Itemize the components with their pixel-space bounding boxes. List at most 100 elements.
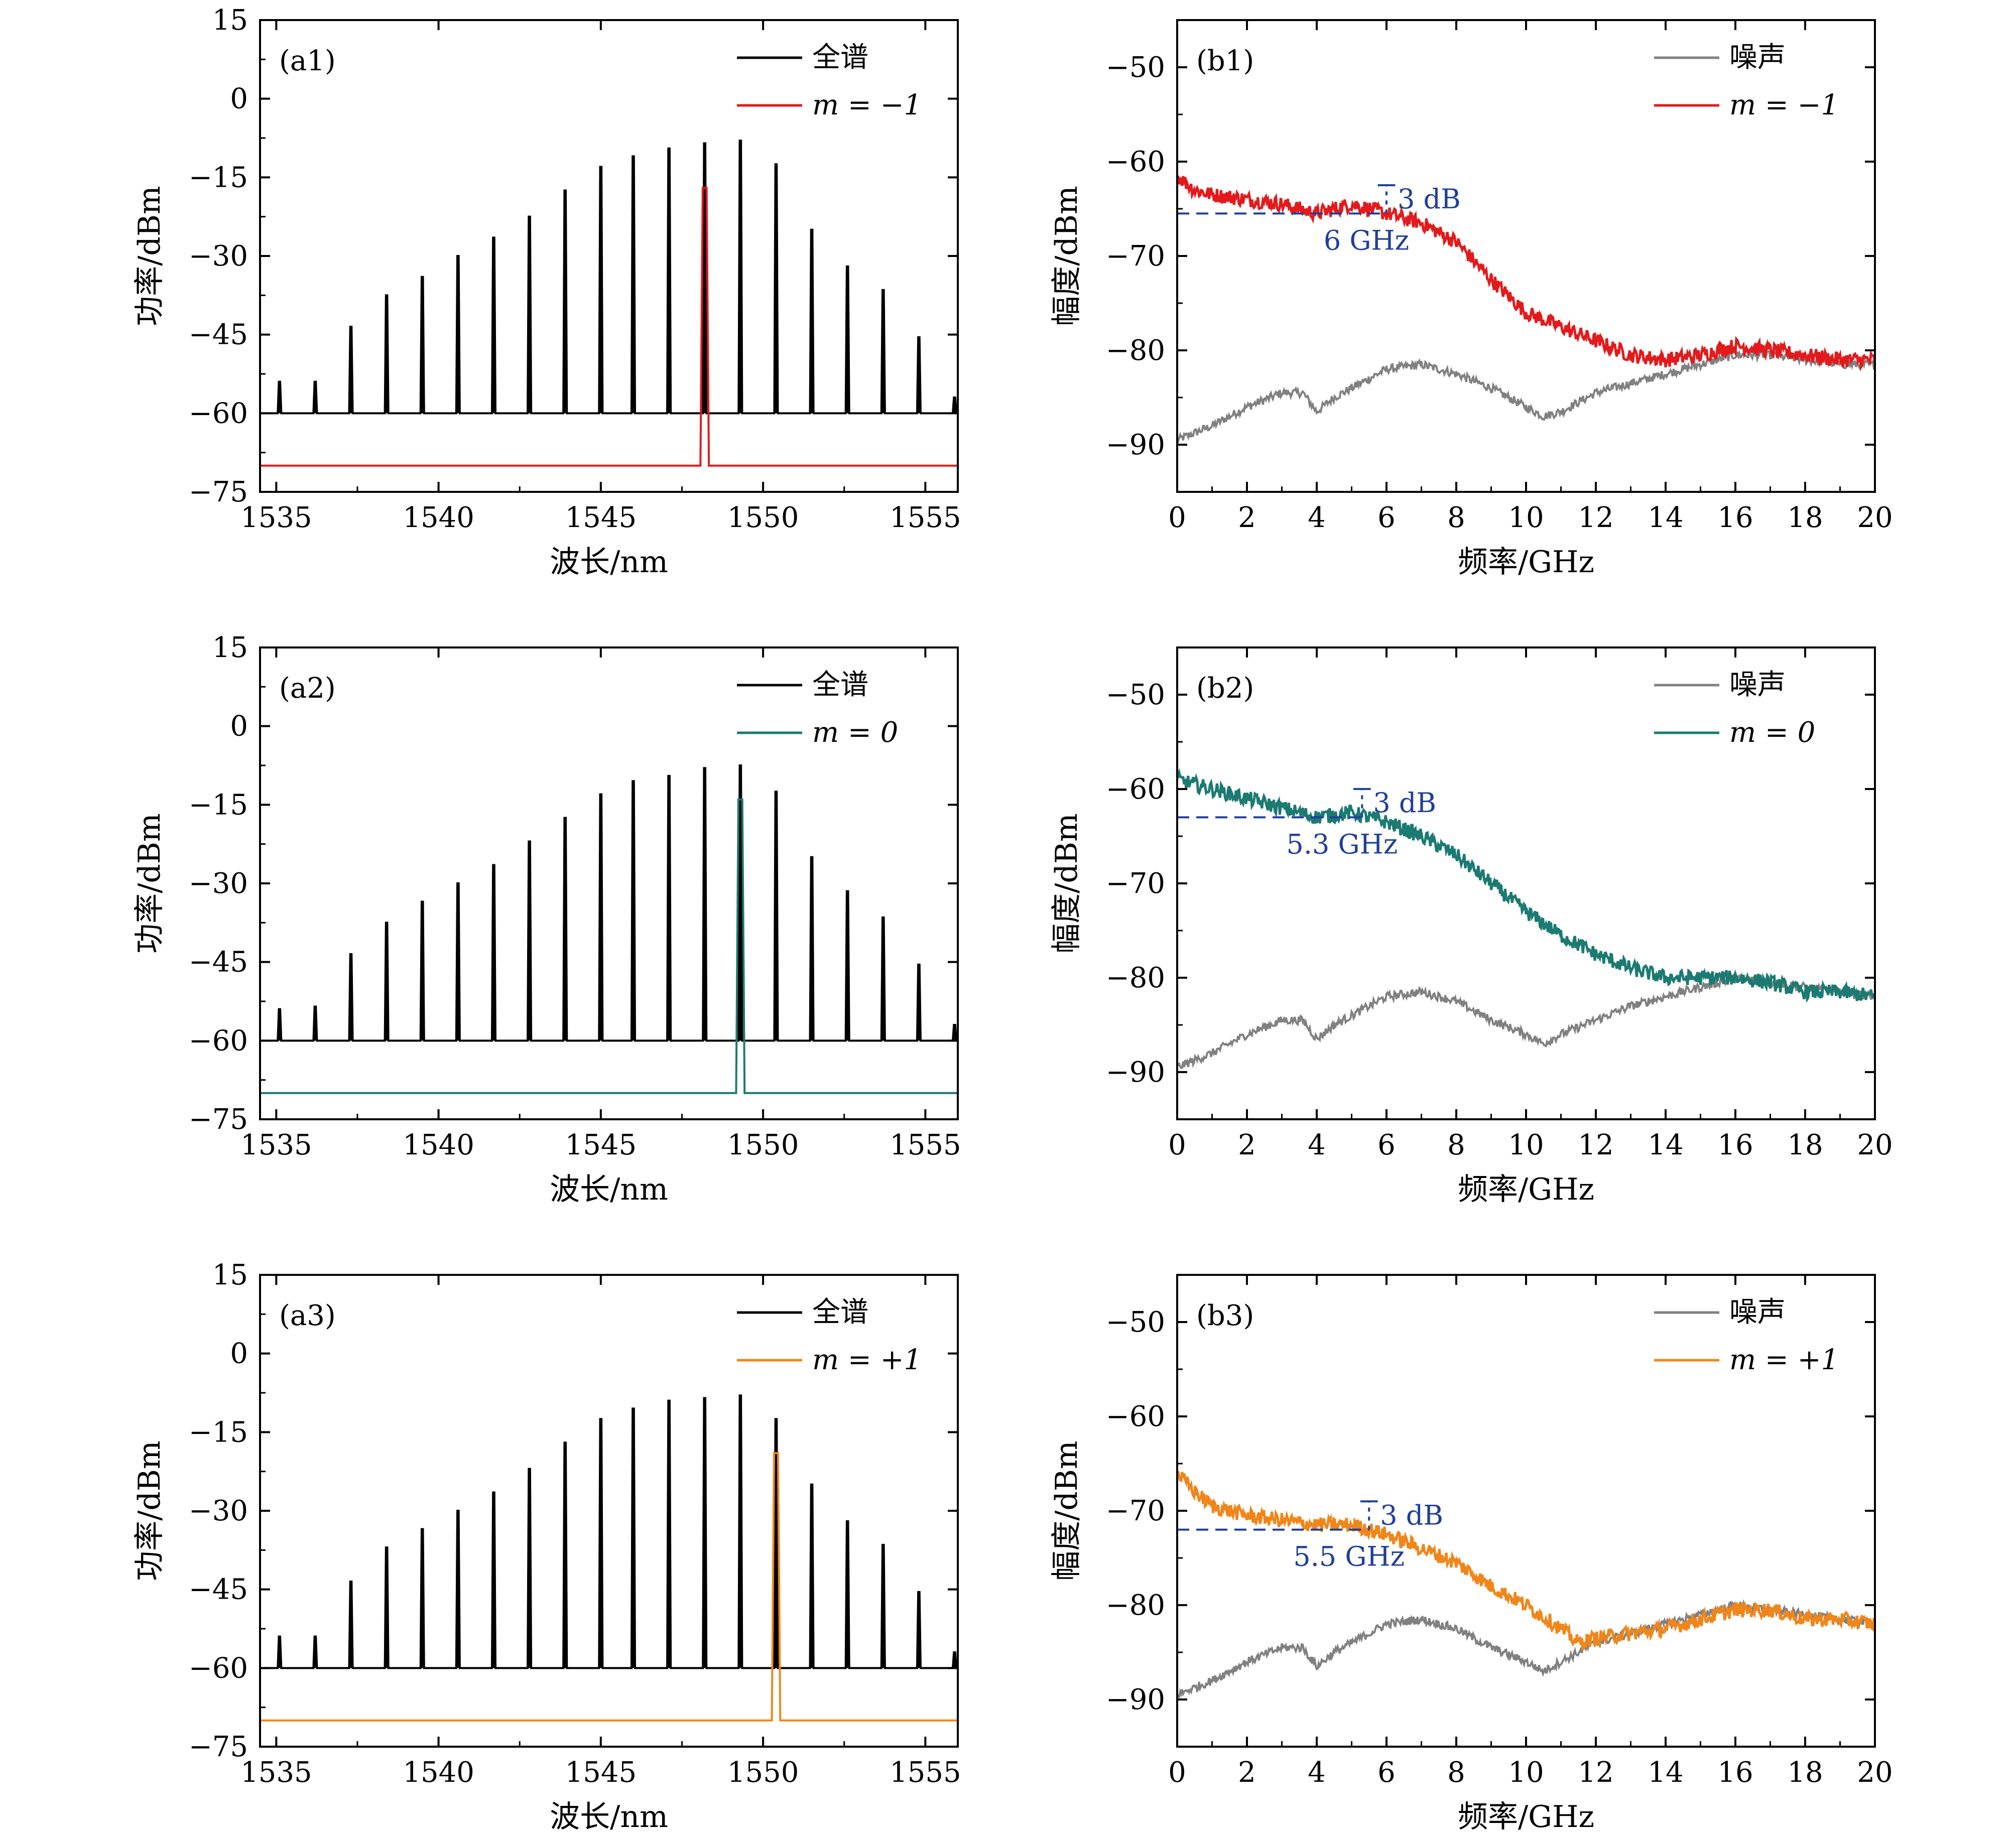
filtered-trace <box>260 798 958 1094</box>
annotation-db-label: 3 dB <box>1380 1499 1443 1531</box>
x-tick-label: 20 <box>1857 501 1893 534</box>
x-tick-label: 2 <box>1238 1129 1256 1161</box>
y-tick-label: 15 <box>212 631 248 664</box>
x-tick-label: 1555 <box>890 1756 961 1789</box>
x-axis-label: 频率/GHz <box>1458 1799 1594 1832</box>
x-tick-label: 1550 <box>727 501 799 534</box>
y-tick-label: −15 <box>189 161 248 194</box>
x-axis-label: 频率/GHz <box>1458 545 1594 580</box>
y-tick-label: −60 <box>1106 146 1165 178</box>
legend-label-1: 噪声 <box>1729 1296 1786 1329</box>
plot-area-b1 <box>1177 175 1875 445</box>
panel-b1: 3 dB 6 GHz 0 2 4 6 8 10 12 14 16 18 20 −50 −60 −70 −80 −9… <box>1049 19 1893 580</box>
signal-trace <box>1177 175 1875 371</box>
y-tick-label: −70 <box>1106 867 1165 900</box>
y-axis-label: 幅度/dBm <box>1049 1441 1084 1581</box>
y-tick-label: −30 <box>189 240 248 273</box>
x-tick-label: 1535 <box>240 1129 312 1161</box>
y-tick-label: 15 <box>212 4 248 37</box>
y-tick-label: 0 <box>230 83 248 115</box>
legend-label-2: m = 0 <box>812 716 898 749</box>
y-axis-label: 功率/dBm <box>132 813 167 954</box>
legend-label-2: m = +1 <box>1729 1344 1839 1376</box>
x-tick-label: 10 <box>1508 501 1544 534</box>
y-tick-label: 0 <box>230 710 248 743</box>
x-tick-label: 1535 <box>240 501 312 534</box>
x-tick-label: 1555 <box>890 1129 961 1161</box>
x-axis-label: 频率/GHz <box>1458 1172 1594 1207</box>
plot-area-b3 <box>1177 1471 1875 1698</box>
y-tick-label: −60 <box>1106 1400 1165 1433</box>
signal-trace <box>1177 1471 1875 1651</box>
plot-area-a3 <box>260 1394 958 1722</box>
x-tick-label: 1540 <box>403 1756 474 1789</box>
y-tick-label: −50 <box>1106 679 1165 711</box>
y-tick-label: −60 <box>1106 773 1165 806</box>
panel-label: (b2) <box>1196 672 1254 705</box>
y-tick-label: −75 <box>189 1731 248 1763</box>
x-tick-label: 12 <box>1578 501 1613 534</box>
y-tick-label: −30 <box>189 867 248 900</box>
x-tick-label: 4 <box>1308 1129 1326 1161</box>
x-tick-label: 1540 <box>403 501 474 534</box>
y-tick-label: −80 <box>1106 962 1165 994</box>
x-tick-label: 1550 <box>727 1756 799 1789</box>
legend-label-2: m = 0 <box>1729 716 1815 749</box>
x-tick-label: 0 <box>1168 501 1186 534</box>
annotation-freq-label: 6 GHz <box>1324 224 1409 256</box>
x-tick-label: 14 <box>1648 1129 1683 1161</box>
annotation-db-label: 3 dB <box>1398 183 1461 215</box>
annotation-freq-label: 5.3 GHz <box>1286 828 1398 860</box>
x-tick-label: 4 <box>1308 501 1326 534</box>
panel-a1: 1535 1540 1545 1550 1555 15 0 −15 −30 −45 −60 −75 波长… <box>132 4 961 580</box>
y-axis-label: 幅度/dBm <box>1049 186 1084 326</box>
legend-label-1: 全谱 <box>812 1296 868 1329</box>
panel-a2: 1535 1540 1545 1550 1555 15 0 −15 −30 −45 −60 −75 波长… <box>132 631 961 1207</box>
legend-label-2: m = −1 <box>1729 89 1839 121</box>
legend-label-2: m = −1 <box>812 89 922 121</box>
y-tick-label: −45 <box>189 1574 248 1606</box>
x-tick-label: 1545 <box>565 1756 637 1789</box>
x-axis-label: 波长/nm <box>550 1172 668 1207</box>
x-tick-label: 12 <box>1578 1129 1613 1161</box>
full-spectrum-trace <box>260 764 958 1042</box>
plot-area-a1 <box>260 140 958 467</box>
y-tick-label: −60 <box>189 397 248 430</box>
y-tick-label: −70 <box>1106 1495 1165 1527</box>
x-tick-label: 6 <box>1377 1756 1396 1789</box>
panel-label: (a3) <box>279 1299 336 1332</box>
y-tick-label: −90 <box>1106 1683 1165 1716</box>
y-axis-label: 功率/dBm <box>132 1441 167 1581</box>
y-axis-label: 幅度/dBm <box>1049 813 1084 954</box>
y-tick-label: −60 <box>189 1024 248 1057</box>
y-tick-label: −50 <box>1106 51 1165 84</box>
x-tick-label: 1540 <box>403 1129 474 1161</box>
x-tick-label: 6 <box>1377 501 1396 534</box>
x-tick-label: 4 <box>1308 1756 1326 1789</box>
x-tick-label: 8 <box>1447 501 1465 534</box>
full-spectrum-trace <box>260 140 958 415</box>
x-tick-label: 18 <box>1787 501 1823 534</box>
x-tick-label: 2 <box>1238 1756 1256 1789</box>
x-tick-label: 1550 <box>727 1129 799 1161</box>
x-axis-label: 波长/nm <box>550 1799 668 1832</box>
panel-label: (b1) <box>1196 45 1254 77</box>
y-tick-label: −15 <box>189 1416 248 1449</box>
y-tick-label: −60 <box>189 1652 248 1684</box>
x-tick-label: 10 <box>1508 1756 1544 1789</box>
x-tick-label: 1555 <box>890 501 961 534</box>
full-spectrum-trace <box>260 1394 958 1669</box>
y-tick-label: −90 <box>1106 1056 1165 1089</box>
x-tick-label: 0 <box>1168 1129 1186 1161</box>
legend-label-1: 全谱 <box>812 669 868 701</box>
x-tick-label: 8 <box>1447 1129 1465 1161</box>
x-tick-label: 2 <box>1238 501 1256 534</box>
panel-label: (a1) <box>279 45 336 77</box>
x-tick-label: 20 <box>1857 1129 1893 1161</box>
x-axis-label: 波长/nm <box>550 545 668 580</box>
signal-trace <box>1177 767 1875 1003</box>
x-tick-label: 14 <box>1648 1756 1683 1789</box>
noise-trace <box>1177 348 1875 445</box>
y-tick-label: 15 <box>212 1259 248 1291</box>
